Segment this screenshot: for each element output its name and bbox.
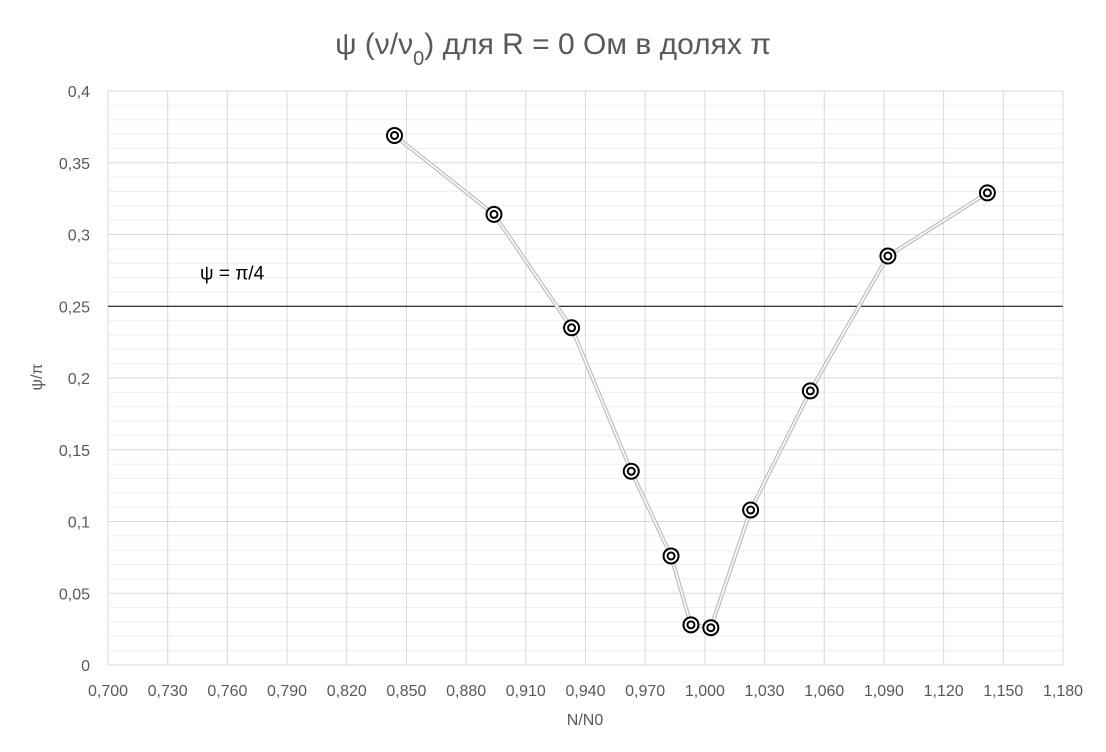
- data-point-inner: [626, 466, 636, 476]
- x-axis-label: N/N0: [567, 712, 604, 729]
- x-tick-label: 0,970: [625, 683, 665, 700]
- y-tick-label: 0,3: [68, 228, 90, 245]
- y-tick-label: 0,2: [68, 371, 90, 388]
- data-point-inner: [390, 130, 399, 140]
- x-tick-label: 1,060: [804, 683, 844, 700]
- y-tick-label: 0,1: [68, 515, 90, 532]
- x-tick-label: 0,940: [565, 683, 605, 700]
- reference-line-label: ψ = π/4: [200, 263, 265, 284]
- series-line-outline: [393, 133, 989, 630]
- y-tick-label: 0,25: [59, 299, 90, 316]
- x-tick-label: 0,760: [207, 683, 247, 700]
- series-line: [394, 134, 988, 629]
- y-axis-label: ψ/π: [29, 364, 46, 391]
- x-tick-label: 0,880: [446, 683, 486, 700]
- x-ticks: 0,700 0,730 0,760 0,790 0,820 0,850 0,880 0,910…: [88, 683, 1083, 700]
- data-point-inner: [666, 551, 676, 561]
- x-tick-label: 1,030: [745, 683, 785, 700]
- grid: [107, 90, 1064, 666]
- x-tick-label: 0,850: [386, 683, 426, 700]
- y-tick-label: 0,4: [68, 84, 90, 101]
- reference-line-group: ψ = π/4: [108, 263, 1063, 307]
- y-tick-label: 0,35: [59, 156, 90, 173]
- chart-title-rest: ) для R = 0 Ом в долях π: [424, 28, 771, 61]
- data-point-inner: [883, 251, 893, 261]
- x-tick-label: 1,090: [864, 683, 904, 700]
- x-tick-label: 1,000: [685, 683, 725, 700]
- x-tick-label: 1,120: [924, 683, 964, 700]
- x-tick-label: 1,150: [983, 683, 1023, 700]
- data-point-inner: [706, 623, 716, 633]
- data-point-inner: [686, 620, 696, 630]
- y-ticks: 0 0,05 0,1 0,15 0,2 0,25 0,3 0,35 0,4: [59, 84, 90, 675]
- chart-title: ψ (ν/ν0) для R = 0 Ом в долях π: [335, 28, 771, 70]
- chart-title-subscript: 0: [413, 48, 424, 70]
- y-tick-label: 0: [81, 658, 90, 675]
- data-point-inner: [567, 323, 577, 333]
- data-point-inner: [982, 188, 992, 198]
- x-tick-label: 0,910: [506, 683, 546, 700]
- x-tick-label: 0,700: [88, 683, 128, 700]
- data-point-inner: [746, 505, 756, 515]
- chart-title-main: ψ (ν/ν: [335, 28, 413, 61]
- x-tick-label: 0,790: [267, 683, 307, 700]
- data-point-inner: [489, 209, 499, 219]
- x-tick-label: 0,820: [327, 683, 367, 700]
- series-group: [386, 126, 996, 637]
- y-tick-label: 0,05: [59, 586, 90, 603]
- x-tick-label: 1,180: [1043, 683, 1083, 700]
- x-tick-label: 0,730: [148, 683, 188, 700]
- data-point-inner: [805, 386, 815, 396]
- y-tick-label: 0,15: [59, 443, 90, 460]
